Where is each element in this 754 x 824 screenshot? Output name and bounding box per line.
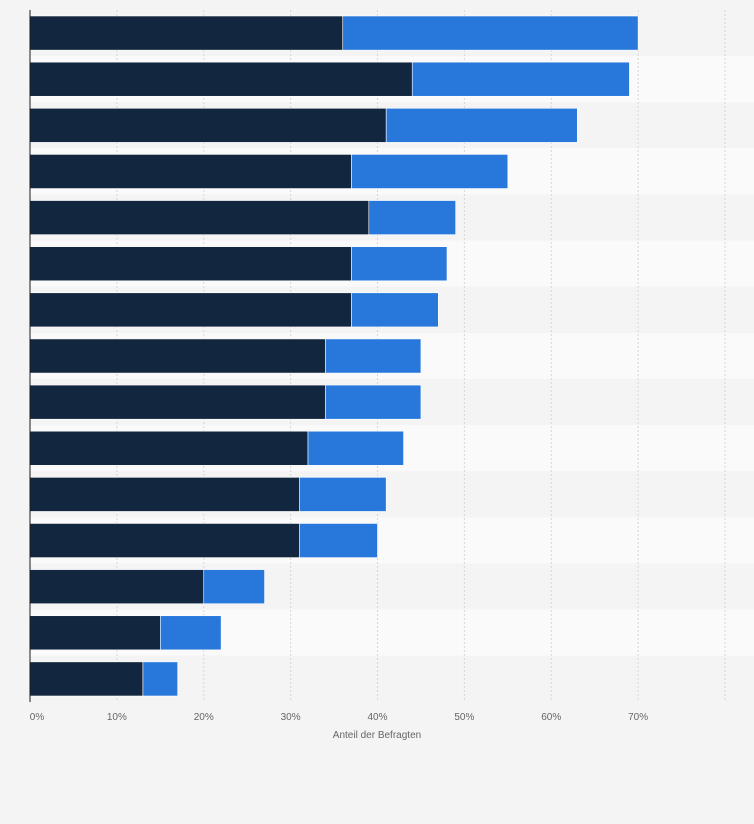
bar-segment-1[interactable] [29, 384, 326, 420]
bar-segment-1[interactable] [29, 338, 326, 374]
bar-segment-1[interactable] [29, 200, 370, 235]
x-tick-labels: 0% 10% 20% 30% 40% 50% 60% 70% [30, 712, 648, 723]
bar-segment-1[interactable] [29, 15, 344, 51]
bar-segment-2[interactable] [299, 523, 378, 558]
bar-segment-1[interactable] [29, 523, 300, 558]
bars [29, 15, 639, 697]
bar-segment-1[interactable] [29, 477, 300, 512]
bar-segment-1[interactable] [29, 246, 352, 282]
bar-segment-2[interactable] [411, 61, 630, 97]
bar-segment-1[interactable] [29, 661, 144, 697]
x-tick-label: 0% [30, 712, 45, 723]
bar-segment-1[interactable] [29, 61, 413, 97]
x-axis-label: Anteil der Befragten [333, 730, 421, 741]
bar-segment-2[interactable] [351, 246, 448, 282]
bar-segment-1[interactable] [29, 615, 161, 651]
bar-segment-1[interactable] [29, 154, 352, 189]
bar-segment-2[interactable] [142, 661, 178, 697]
bar-segment-2[interactable] [368, 200, 456, 235]
x-tick-label: 20% [194, 712, 214, 723]
bar-segment-2[interactable] [203, 569, 265, 605]
bar-segment-2[interactable] [325, 338, 422, 374]
x-tick-label: 50% [454, 712, 474, 723]
bar-segment-2[interactable] [351, 154, 509, 189]
bar-segment-1[interactable] [29, 292, 352, 328]
bar-segment-2[interactable] [307, 430, 404, 466]
bar-segment-2[interactable] [342, 15, 639, 51]
bar-segment-2[interactable] [325, 384, 422, 420]
bar-segment-1[interactable] [29, 107, 387, 143]
bar-segment-1[interactable] [29, 430, 309, 466]
bar-segment-2[interactable] [160, 615, 222, 651]
x-tick-label: 60% [541, 712, 561, 723]
bar-segment-2[interactable] [351, 292, 439, 328]
x-tick-label: 70% [628, 712, 648, 723]
bar-segment-1[interactable] [29, 569, 205, 605]
bar-segment-2[interactable] [385, 107, 578, 143]
bar-segment-2[interactable] [299, 477, 387, 512]
x-tick-label: 30% [281, 712, 301, 723]
x-tick-label: 40% [367, 712, 387, 723]
x-tick-label: 10% [107, 712, 127, 723]
